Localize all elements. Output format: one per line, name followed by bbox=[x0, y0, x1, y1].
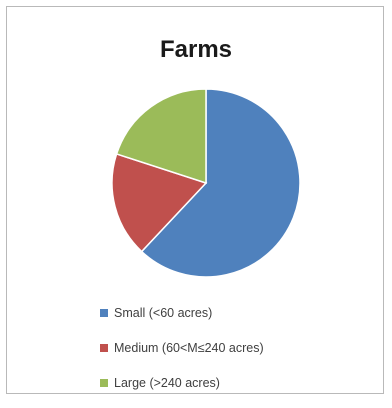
legend-label-small: Small (<60 acres) bbox=[114, 305, 213, 320]
legend-swatch-large bbox=[100, 378, 108, 387]
legend-label-medium: Medium (60<M≤240 acres) bbox=[114, 340, 264, 355]
pie-slice-large bbox=[115, 88, 207, 185]
legend-label-large: Large (>240 acres) bbox=[114, 375, 220, 390]
legend-item-large: Large (>240 acres) bbox=[100, 373, 370, 392]
legend-item-medium: Medium (60<M≤240 acres) bbox=[100, 338, 370, 357]
legend-swatch-small bbox=[100, 308, 108, 317]
legend-swatch-medium bbox=[100, 343, 108, 352]
chart-legend: Small (<60 acres) Medium (60<M≤240 acres… bbox=[100, 303, 370, 408]
pie-slice-medium bbox=[111, 153, 208, 253]
chart-title: Farms bbox=[159, 36, 233, 63]
pie-slice-small bbox=[140, 88, 301, 278]
legend-item-small: Small (<60 acres) bbox=[100, 303, 370, 322]
